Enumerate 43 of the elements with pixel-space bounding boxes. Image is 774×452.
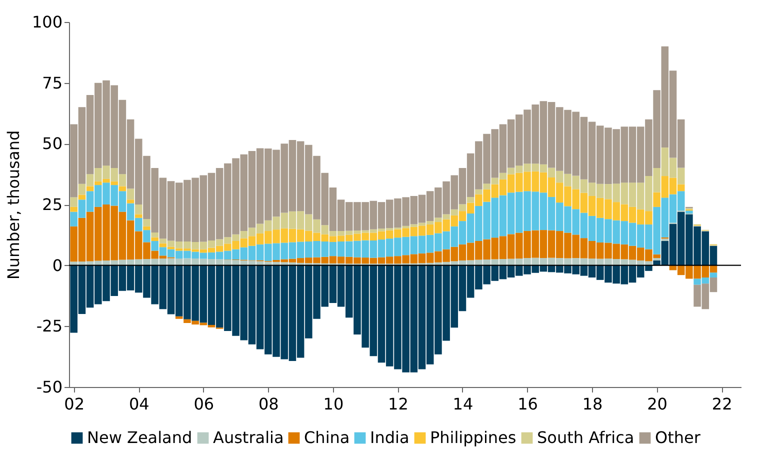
- x-tick-label: 14: [452, 394, 474, 414]
- x-tick-label: 22: [712, 394, 732, 414]
- y-tick-label: 25: [42, 195, 62, 214]
- x-tick-label: 10: [323, 394, 344, 414]
- x-tick-label: 04: [128, 394, 150, 414]
- legend-label: Australia: [213, 428, 284, 447]
- legend-label: India: [370, 428, 410, 447]
- bar: [126, 200, 134, 204]
- x-tick-label: 12: [388, 394, 408, 414]
- x-tick-label: 06: [194, 394, 214, 414]
- y-tick-label: 50: [42, 134, 62, 154]
- legend-label: Other: [655, 428, 701, 447]
- bar: [159, 243, 167, 248]
- bar: [475, 189, 482, 194]
- y-tick-label: 0: [52, 256, 62, 275]
- bar: [143, 219, 150, 226]
- y-tick-label: -25: [36, 316, 62, 336]
- legend-label: New Zealand: [87, 428, 192, 447]
- bar: [686, 210, 693, 214]
- bar: [134, 214, 142, 218]
- x-tick-label: 18: [582, 394, 603, 414]
- bar: [134, 204, 142, 214]
- y-axis-title: Number, thousand: [4, 130, 23, 280]
- legend-label: Philippines: [430, 428, 516, 447]
- bar: [151, 232, 158, 238]
- bar: [710, 272, 718, 278]
- bar: [126, 188, 134, 200]
- y-tick-label: 75: [42, 73, 62, 92]
- bar: [151, 237, 158, 241]
- bar: [208, 324, 216, 328]
- bar: [143, 226, 150, 230]
- x-tick-label: 16: [518, 394, 538, 414]
- x-tick-label: 08: [258, 394, 279, 414]
- bar: [70, 206, 78, 212]
- bar: [466, 196, 474, 203]
- y-tick-label: 100: [32, 12, 62, 32]
- legend-label: South Africa: [537, 428, 634, 447]
- bar: [70, 197, 78, 207]
- bar: [175, 316, 183, 319]
- legend-label: China: [304, 428, 350, 447]
- x-tick-label: 02: [64, 394, 85, 414]
- x-tick-label: 20: [647, 394, 668, 414]
- y-tick-label: -50: [36, 378, 62, 396]
